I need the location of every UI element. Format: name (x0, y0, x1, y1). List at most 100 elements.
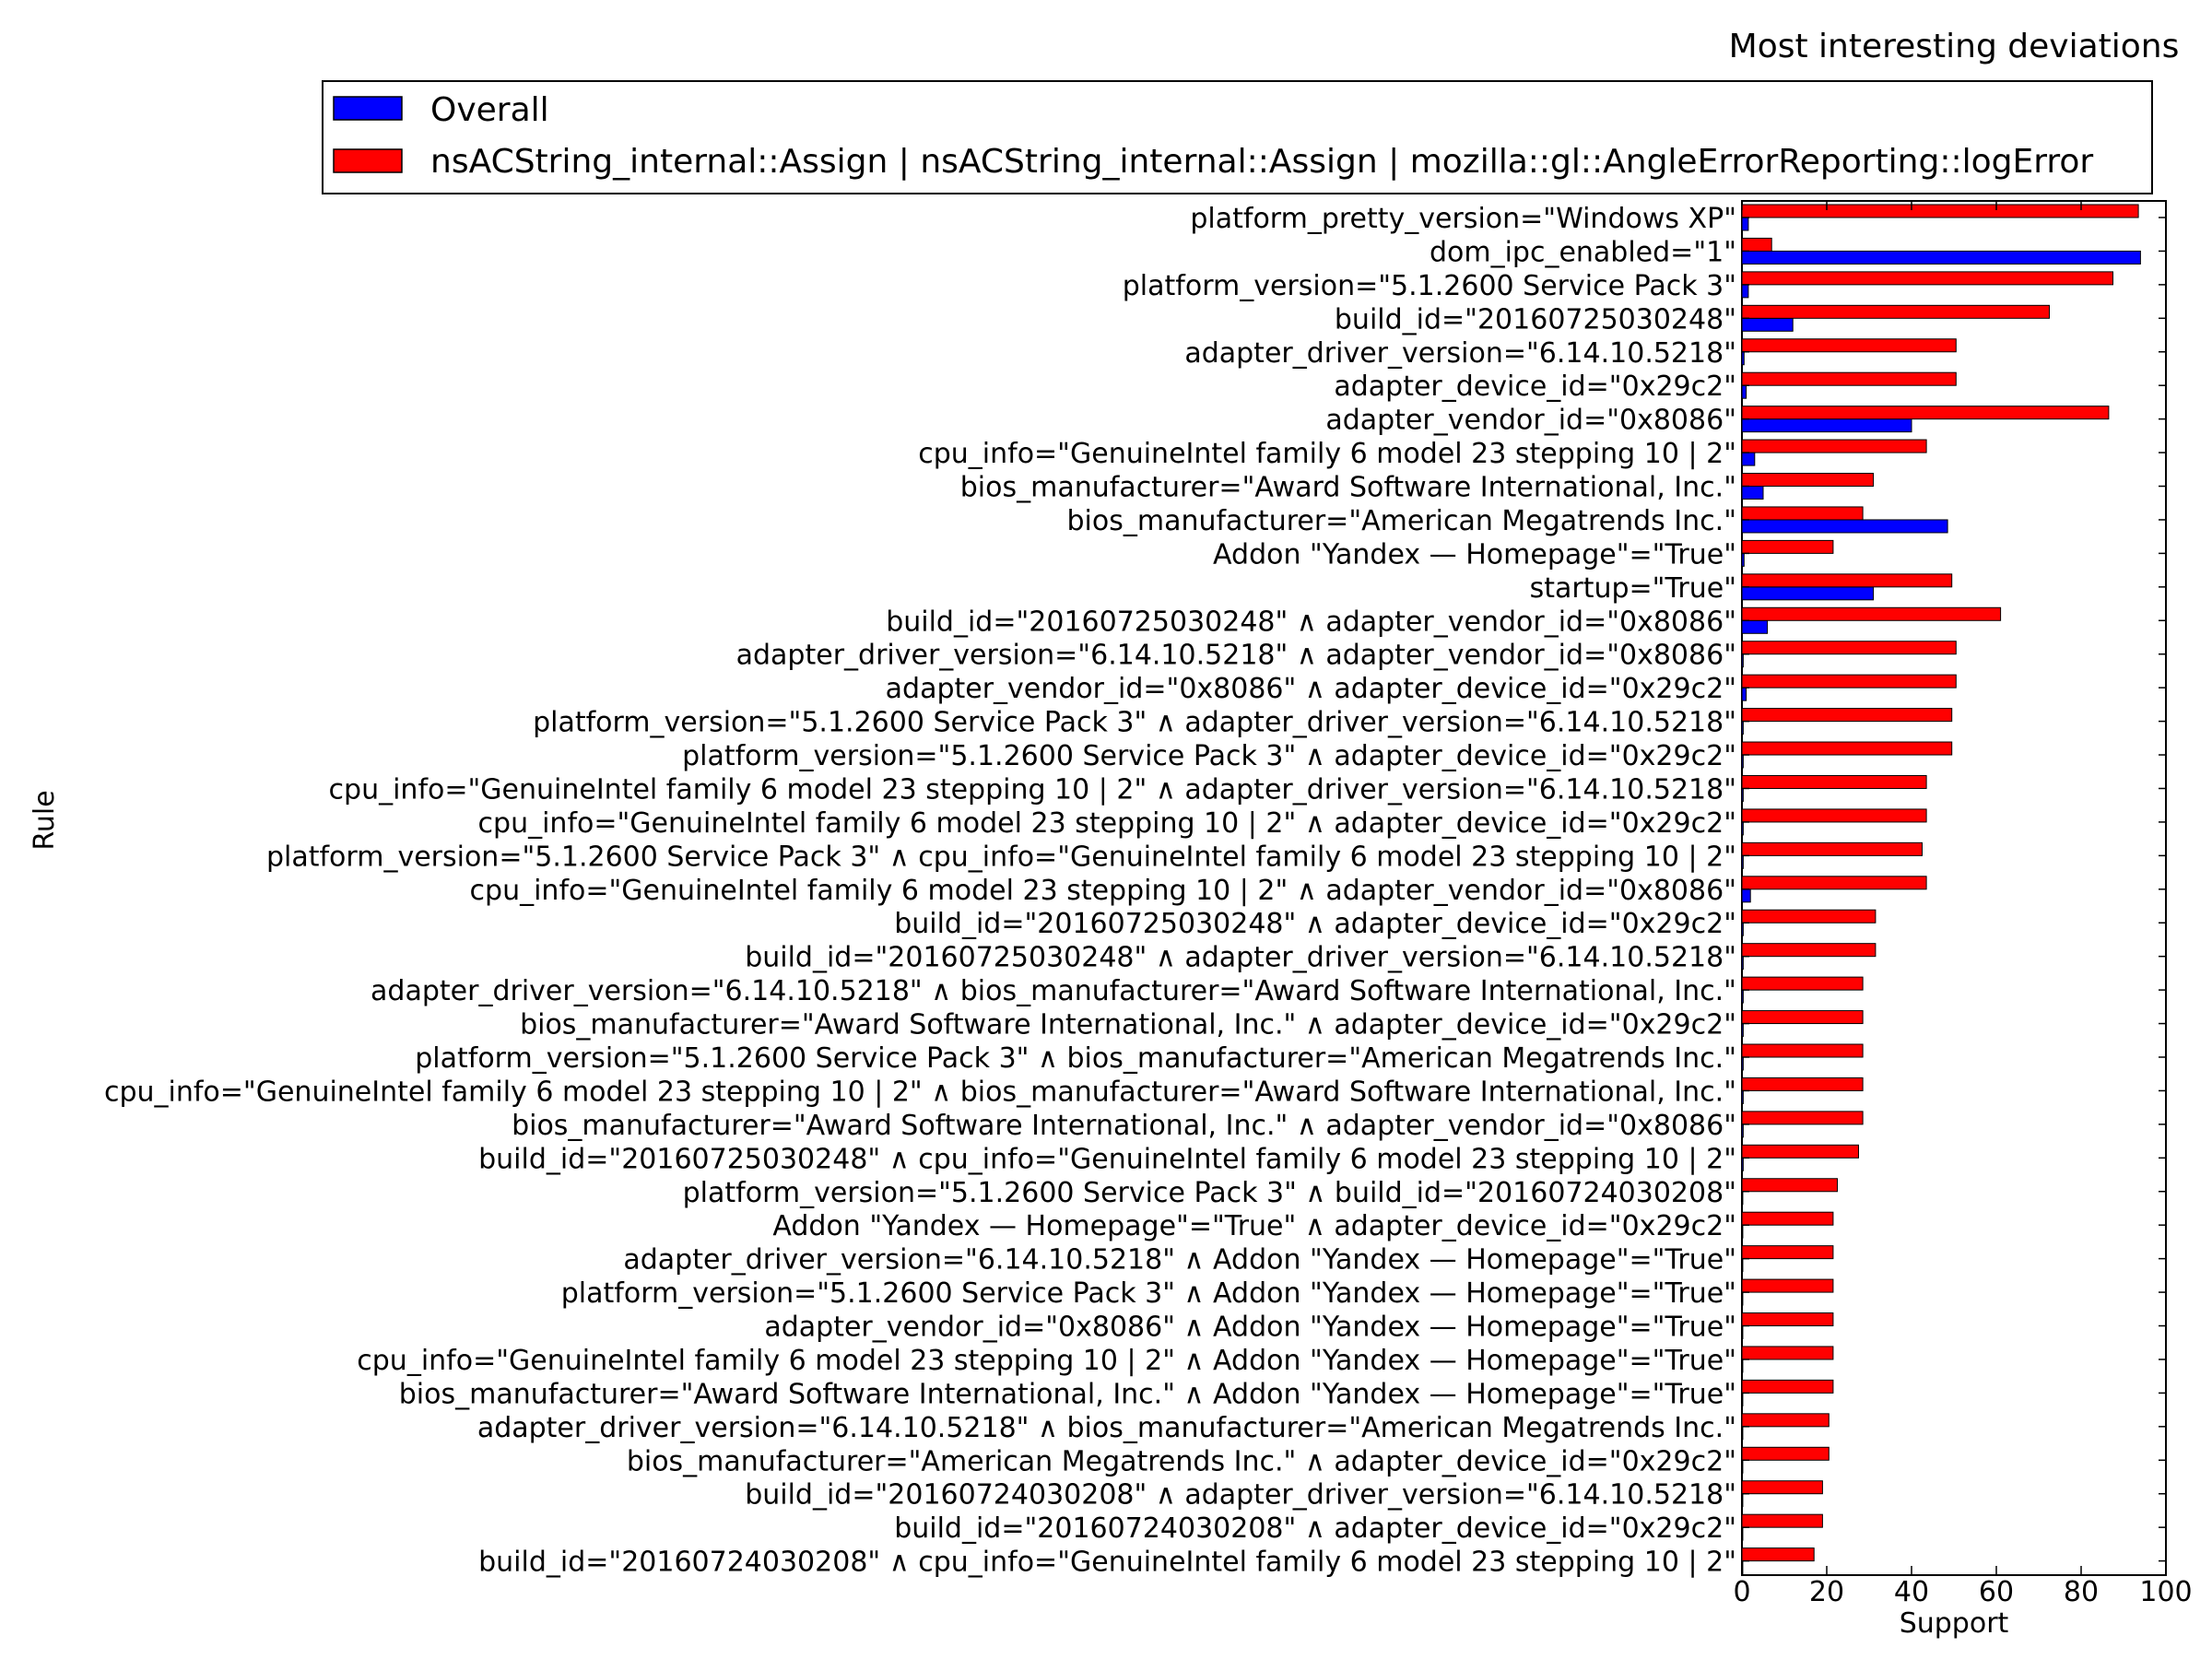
bar-signature (1741, 1278, 1834, 1293)
bar-overall (1741, 284, 1749, 299)
bar-overall (1741, 619, 1769, 634)
bar-signature (1741, 1413, 1830, 1428)
rule-tick-label: bios_manufacturer="Award Software Intern… (960, 472, 1736, 504)
rule-tick-label: platform_version="5.1.2600 Service Pack … (266, 841, 1736, 873)
bar-overall (1741, 519, 1948, 534)
rule-tick-label: platform_version="5.1.2600 Service Pack … (1123, 270, 1736, 302)
rule-tick-label: adapter_driver_version="6.14.10.5218" ∧ … (623, 1244, 1736, 1277)
bar-overall (1741, 1325, 1744, 1340)
bar-signature (1741, 674, 1957, 688)
bar-signature (1741, 976, 1864, 991)
bar-overall (1741, 854, 1744, 869)
bar-overall (1741, 486, 1764, 500)
bar-signature (1741, 1111, 1864, 1125)
bar-overall (1741, 1089, 1744, 1104)
rule-tick-label: Addon "Yandex — Homepage"="True" (1213, 538, 1736, 571)
bar-signature (1741, 1211, 1834, 1226)
rule-tick-label: cpu_info="GenuineIntel family 6 model 23… (104, 1076, 1736, 1108)
rule-tick-label: bios_manufacturer="Award Software Intern… (512, 1110, 1736, 1142)
rule-tick-label: build_id="20160725030248" (1335, 303, 1736, 335)
bar-overall (1741, 1224, 1744, 1239)
bar-overall (1741, 418, 1912, 433)
x-ticks-layer: 0 20 40 60 80 100 (1733, 201, 2193, 1608)
bar-signature (1741, 808, 1927, 823)
rule-tick-label: adapter_driver_version="6.14.10.5218" ∧ … (477, 1412, 1736, 1444)
bar-signature (1741, 338, 1957, 353)
bar-overall (1741, 922, 1744, 936)
bar-overall (1741, 1526, 1744, 1541)
bar-signature (1741, 1446, 1830, 1461)
bar-overall (1741, 956, 1744, 971)
bar-signature (1741, 1178, 1838, 1193)
rule-tick-label: build_id="20160725030248" ∧ adapter_devi… (894, 908, 1736, 940)
bar-overall (1741, 351, 1745, 366)
bar-overall (1741, 1258, 1744, 1273)
bar-overall (1741, 1056, 1744, 1071)
legend-box (322, 80, 2153, 194)
bar-signature (1741, 708, 1953, 723)
bar-signature (1741, 1346, 1834, 1360)
legend-swatch-signature (333, 148, 403, 173)
rule-tick-label: build_id="20160725030248" ∧ adapter_driv… (745, 942, 1736, 974)
bar-signature (1741, 573, 1953, 588)
rule-tick-label: bios_manufacturer="American Megatrends I… (1067, 505, 1737, 537)
rule-tick-label: build_id="20160724030208" ∧ cpu_info="Ge… (478, 1547, 1736, 1579)
rule-tick-label: cpu_info="GenuineIntel family 6 model 23… (918, 438, 1736, 470)
bar-overall (1741, 1359, 1744, 1373)
bar-signature (1741, 1379, 1834, 1394)
bar-overall (1741, 754, 1744, 769)
y-ticks-layer: platform_pretty_version="Windows XP"dom_… (104, 203, 2166, 1579)
bar-overall (1741, 1459, 1744, 1474)
rule-tick-label: startup="True" (1530, 572, 1736, 605)
bar-signature (1741, 304, 2050, 319)
rule-tick-label: adapter_driver_version="6.14.10.5218" ∧ … (371, 975, 1736, 1007)
rule-tick-label: adapter_device_id="0x29c2" (1334, 371, 1736, 403)
bar-signature (1741, 741, 1953, 756)
rule-tick-label: bios_manufacturer="American Megatrends I… (627, 1445, 1736, 1477)
rule-tick-label: platform_version="5.1.2600 Service Pack … (415, 1042, 1736, 1075)
bar-signature (1741, 406, 2110, 420)
rule-tick-label: bios_manufacturer="Award Software Intern… (520, 1009, 1736, 1041)
rule-tick-label: build_id="20160725030248" ∧ cpu_info="Ge… (478, 1143, 1736, 1175)
chart-title: Most interesting deviations (1729, 28, 2180, 65)
bar-signature (1741, 909, 1877, 924)
bar-signature (1741, 473, 1875, 488)
rule-tick-label: adapter_vendor_id="0x8086" (1325, 405, 1736, 437)
x-axis-label: Support (1900, 1607, 2009, 1640)
bar-overall (1741, 217, 1749, 231)
rule-tick-label: cpu_info="GenuineIntel family 6 model 23… (357, 1345, 1736, 1377)
bar-overall (1741, 1191, 1744, 1206)
bar-signature (1741, 1480, 1823, 1495)
bar-signature (1741, 1077, 1864, 1091)
bar-signature (1741, 506, 1864, 521)
rule-tick-label: dom_ipc_enabled="1" (1430, 236, 1736, 268)
rule-tick-label: platform_version="5.1.2600 Service Pack … (682, 740, 1736, 772)
bar-overall (1741, 1392, 1744, 1406)
rule-tick-label: cpu_info="GenuineIntel family 6 model 23… (478, 807, 1736, 840)
bar-signature (1741, 1144, 1859, 1159)
rule-tick-label: platform_version="5.1.2600 Service Pack … (561, 1277, 1736, 1310)
rule-tick-label: cpu_info="GenuineIntel family 6 model 23… (329, 773, 1736, 806)
bar-signature (1741, 841, 1923, 856)
bar-signature (1741, 876, 1927, 890)
legend-label-signature: nsACString_internal::Assign | nsACString… (430, 143, 2093, 181)
bar-signature (1741, 371, 1957, 386)
bar-signature (1741, 237, 1772, 252)
bar-signature (1741, 1513, 1823, 1528)
x-tick-label: 40 (1894, 1576, 1929, 1608)
x-tick-label: 0 (1733, 1576, 1750, 1608)
x-tick-label: 100 (2139, 1576, 2192, 1608)
rule-tick-label: Addon "Yandex — Homepage"="True" ∧ adapt… (772, 1210, 1736, 1242)
rule-tick-label: adapter_vendor_id="0x8086" ∧ Addon "Yand… (764, 1312, 1736, 1344)
x-tick-label: 60 (1979, 1576, 2014, 1608)
bar-overall (1741, 1157, 1744, 1171)
rule-tick-label: adapter_driver_version="6.14.10.5218" ∧ … (736, 640, 1736, 672)
bar-signature (1741, 641, 1957, 655)
bar-signature (1741, 1547, 1815, 1562)
bar-overall (1741, 452, 1756, 466)
bar-signature (1741, 1245, 1834, 1260)
bar-signature (1741, 943, 1877, 958)
bar-signature (1741, 1312, 1834, 1327)
